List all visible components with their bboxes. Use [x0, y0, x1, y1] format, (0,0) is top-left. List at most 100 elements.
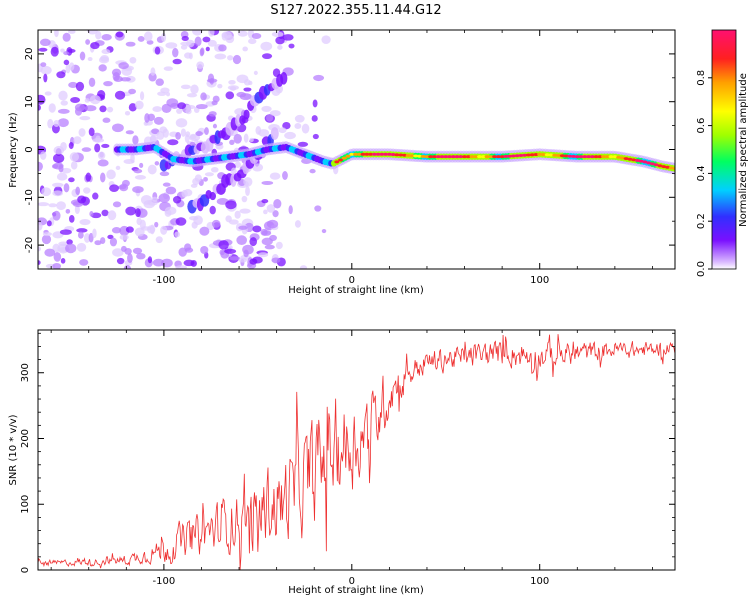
spectrogram-noise-cell [59, 229, 72, 235]
spectrogram-noise-cell [200, 246, 209, 254]
spectrogram-ridge-core [522, 153, 528, 157]
spectrogram-ridge-core [578, 155, 584, 159]
spectrogram-noise-cell [177, 102, 187, 110]
spectrogram-ridge-core [371, 152, 377, 156]
spectrogram-noise-cell [225, 200, 237, 210]
spectrogram-noise-cell [175, 118, 188, 128]
spectrogram-y-tick-label: 10 [24, 95, 35, 108]
spectrogram-noise-cell [94, 143, 101, 153]
snr-y-tick-label: 0 [20, 567, 31, 573]
spectrogram-ridge-core [571, 154, 577, 158]
colorbar: 0.0 0.2 0.4 0.6 0.8 Normalized spectral ampl… [696, 29, 749, 277]
spectrogram-noise-cell [242, 244, 254, 255]
spectrogram-noise-cell [95, 31, 102, 40]
spectrogram-noise-cell [190, 84, 199, 94]
spectrogram-noise-cell [271, 31, 284, 38]
spectrogram-noise-cell [95, 135, 101, 143]
spectrogram-noise-cell [65, 243, 77, 254]
spectrogram-noise-cell [251, 163, 264, 172]
spectrogram-noise-cell [123, 159, 135, 164]
spectrogram-ridge-core [604, 155, 610, 159]
spectrogram-noise-cell [101, 34, 112, 41]
spectrogram-ridge-core [431, 155, 437, 159]
spectrogram-ridge-core [477, 155, 483, 159]
spectrogram-noise-cell [183, 104, 196, 110]
spectrogram-noise-cell [191, 221, 198, 229]
spectrogram-ridge-core [345, 154, 351, 158]
spectrogram-noise-cell [249, 237, 258, 247]
spectrogram-noise-cell [181, 189, 188, 198]
spectrogram-noise-cell [175, 131, 181, 140]
spectrogram-ridge-core [552, 153, 558, 157]
spectrogram-noise-cell [68, 30, 76, 34]
spectrogram-noise-cell [58, 90, 68, 101]
spectrogram-noise-cell [118, 62, 129, 70]
spectrogram-noise-cell [151, 196, 158, 202]
spectrogram-ridge-core [454, 155, 460, 159]
spectrogram-noise-cell [239, 93, 252, 101]
spectrogram-noise-cell [77, 195, 87, 204]
spectrogram-noise-cell [176, 108, 183, 114]
spectrogram-noise-cell [155, 236, 163, 244]
spectrogram-noise-cell [119, 234, 129, 240]
spectrogram-noise-cell [117, 185, 127, 190]
spectrogram-noise-cell [266, 204, 276, 213]
spectrogram-noise-cell [163, 66, 174, 71]
spectrogram-ridge-core [634, 158, 640, 162]
spectrogram-x-tick-label: 0 [349, 275, 355, 286]
spectrogram-noise-cell [102, 117, 111, 123]
spectrogram-noise-cell [312, 99, 318, 108]
spectrogram-noise-cell [139, 91, 145, 101]
spectrogram-branch-cell [280, 72, 288, 85]
spectrogram-noise-cell [205, 46, 210, 52]
spectrogram-noise-cell [282, 121, 291, 130]
spectrogram-noise-cell [124, 110, 131, 116]
spectrogram-branch-cell [243, 109, 250, 120]
spectrogram-noise-cell [150, 67, 156, 76]
spectrogram-noise-cell [66, 239, 73, 245]
spectrogram-noise-cell [101, 143, 110, 149]
spectrogram-noise-cell [185, 131, 191, 138]
spectrogram-ridge-core [507, 154, 513, 158]
spectrogram-noise-cell [238, 225, 248, 230]
spectrogram-noise-cell [92, 192, 99, 200]
spectrogram-noise-cell [39, 151, 47, 160]
spectrogram-noise-cell [68, 177, 75, 183]
spectrogram-noise-cell [229, 139, 235, 146]
snr-y-tick-label: 200 [20, 429, 31, 448]
spectrogram-noise-cell [199, 226, 210, 236]
spectrogram-noise-cell [309, 168, 316, 174]
spectrogram-noise-cell [79, 51, 86, 61]
spectrogram-noise-cell [44, 91, 52, 96]
spectrogram-ridge-core [503, 154, 509, 158]
spectrogram-noise-cell [166, 98, 179, 108]
spectrogram-noise-cell [99, 172, 106, 183]
spectrogram-noise-cell [70, 161, 78, 170]
spectrogram-noise-cell [144, 113, 150, 123]
spectrogram-noise-cell [54, 30, 59, 38]
spectrogram-noise-cell [81, 147, 92, 152]
spectrogram-x-tick-label: 100 [530, 275, 549, 286]
spectrogram-noise-cell [53, 153, 65, 164]
spectrogram-noise-cell [53, 119, 60, 128]
spectrogram-noise-cell [87, 57, 93, 62]
spectrogram-noise-cell [101, 48, 111, 55]
spectrogram-noise-cell [137, 36, 145, 42]
spectrogram-noise-cell [56, 201, 66, 211]
spectrogram-ridge-core [537, 152, 543, 156]
spectrogram-noise-cell [109, 184, 120, 192]
spectrogram-noise-cell [115, 165, 121, 171]
spectrogram-noise-cell [133, 168, 143, 174]
spectrogram-noise-cell [224, 248, 237, 254]
spectrogram-noise-cell [204, 172, 214, 177]
spectrogram-noise-cell [208, 111, 217, 117]
spectrogram-noise-cell [65, 208, 71, 214]
spectrogram-noise-cell [314, 205, 322, 212]
spectrogram-noise-cell [154, 46, 161, 55]
spectrogram-noise-cell [51, 164, 59, 169]
spectrogram-noise-cell [243, 177, 253, 187]
spectrogram-ridge-core [601, 155, 607, 159]
spectrogram-noise-cell [180, 128, 186, 137]
spectrogram-noise-cell [132, 135, 139, 145]
spectrogram-noise-cell [125, 41, 136, 47]
